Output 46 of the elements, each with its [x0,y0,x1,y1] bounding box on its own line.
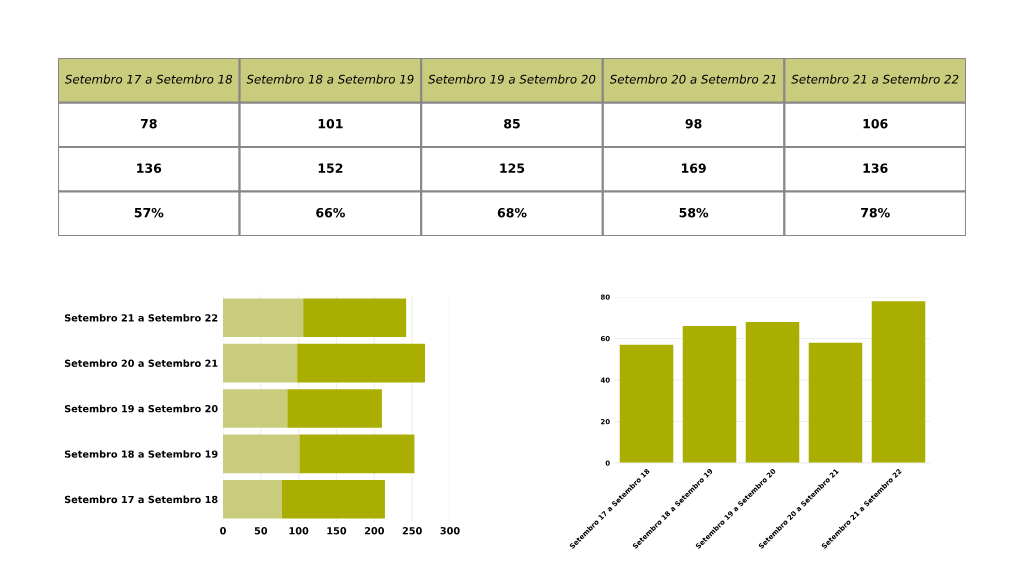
data-label: 78 [140,118,157,129]
bar [287,389,382,428]
bar [297,343,426,383]
data-label: 152 [318,163,343,173]
y-tick-label: Setembro 19 a Setembro 20 [64,404,218,413]
bar [303,298,407,337]
y-tick-label: Setembro 21 a Setembro 22 [64,314,218,322]
bar [745,321,800,463]
bar [223,298,304,337]
category-label: Setembro 19 a Setembro 20 [428,74,596,84]
bar [619,344,674,463]
category-label: Setembro 20 a Setembro 21 [609,74,776,84]
y-tick-label: Setembro 17 a Setembro 18 [64,495,218,504]
data-label: 58% [679,207,709,218]
bar [808,342,863,463]
data-label: 136 [137,163,162,173]
x-tick-label: 100 [289,527,309,535]
x-tick-label: 0 [220,527,226,535]
data-label: 68% [497,207,527,218]
data-label: 125 [500,163,525,173]
bar [299,434,415,474]
bar [682,326,737,463]
y-tick-label: Setembro 20 a Setembro 21 [64,359,218,367]
y-tick-label: Setembro 18 a Setembro 19 [64,450,218,458]
data-label: 169 [681,163,706,173]
data-label: 106 [863,118,888,129]
category-label: Setembro 21 a Setembro 22 [791,74,959,84]
bar [223,389,288,428]
data-label: 85 [504,118,520,129]
x-tick-label: 300 [440,527,460,535]
bar [223,480,283,519]
data-label: 78% [861,207,890,218]
data-label: 101 [318,118,343,129]
data-label: 136 [863,163,888,173]
x-tick-label: 150 [327,527,347,535]
category-label: Setembro 18 a Setembro 19 [246,74,414,84]
data-label: 98 [685,118,702,129]
data-label: 66% [316,207,345,218]
bar [871,301,926,463]
bar [223,434,300,474]
x-tick-label: 200 [364,527,385,535]
x-tick-label: 250 [402,527,422,535]
x-tick-label: 50 [254,527,268,535]
bar [282,480,385,519]
data-label: 57% [134,207,164,218]
bar [223,343,298,383]
